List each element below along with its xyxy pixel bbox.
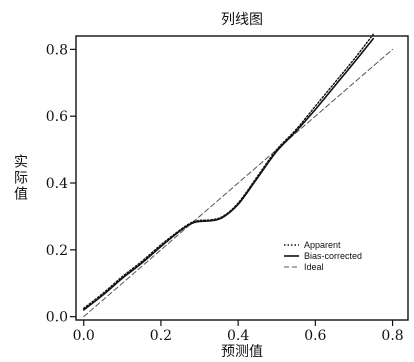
series-group — [82, 33, 394, 318]
series-line-bias-corrected — [82, 37, 375, 311]
series-line-ideal — [83, 48, 394, 318]
y-tick-label: 0.0 — [46, 310, 68, 326]
x-tick-label: 0.8 — [381, 328, 403, 344]
y-axis-label: 实际值 — [12, 154, 28, 202]
axis-ticks: 0.0 0.2 0.4 0.6 0.8 0.0 0.2 0.4 0.6 0.8 — [46, 42, 404, 344]
x-tick-label: 0.2 — [150, 328, 172, 344]
legend-label: Apparent — [304, 240, 341, 250]
chart-title: 列线图 — [221, 12, 263, 28]
x-tick-label: 0.6 — [304, 328, 326, 344]
series-line-apparent — [83, 33, 374, 310]
plot-frame — [75, 35, 409, 321]
x-tick-label: 0.0 — [73, 328, 95, 344]
legend-label: Ideal — [304, 262, 324, 272]
x-tick-label: 0.4 — [227, 328, 249, 344]
legend-label: Bias-corrected — [304, 251, 362, 261]
y-tick-label: 0.2 — [46, 243, 68, 259]
x-axis-label: 预测值 — [221, 344, 263, 360]
y-tick-label: 0.6 — [46, 109, 68, 125]
y-tick-label: 0.4 — [46, 176, 68, 192]
y-tick-label: 0.8 — [46, 42, 68, 58]
